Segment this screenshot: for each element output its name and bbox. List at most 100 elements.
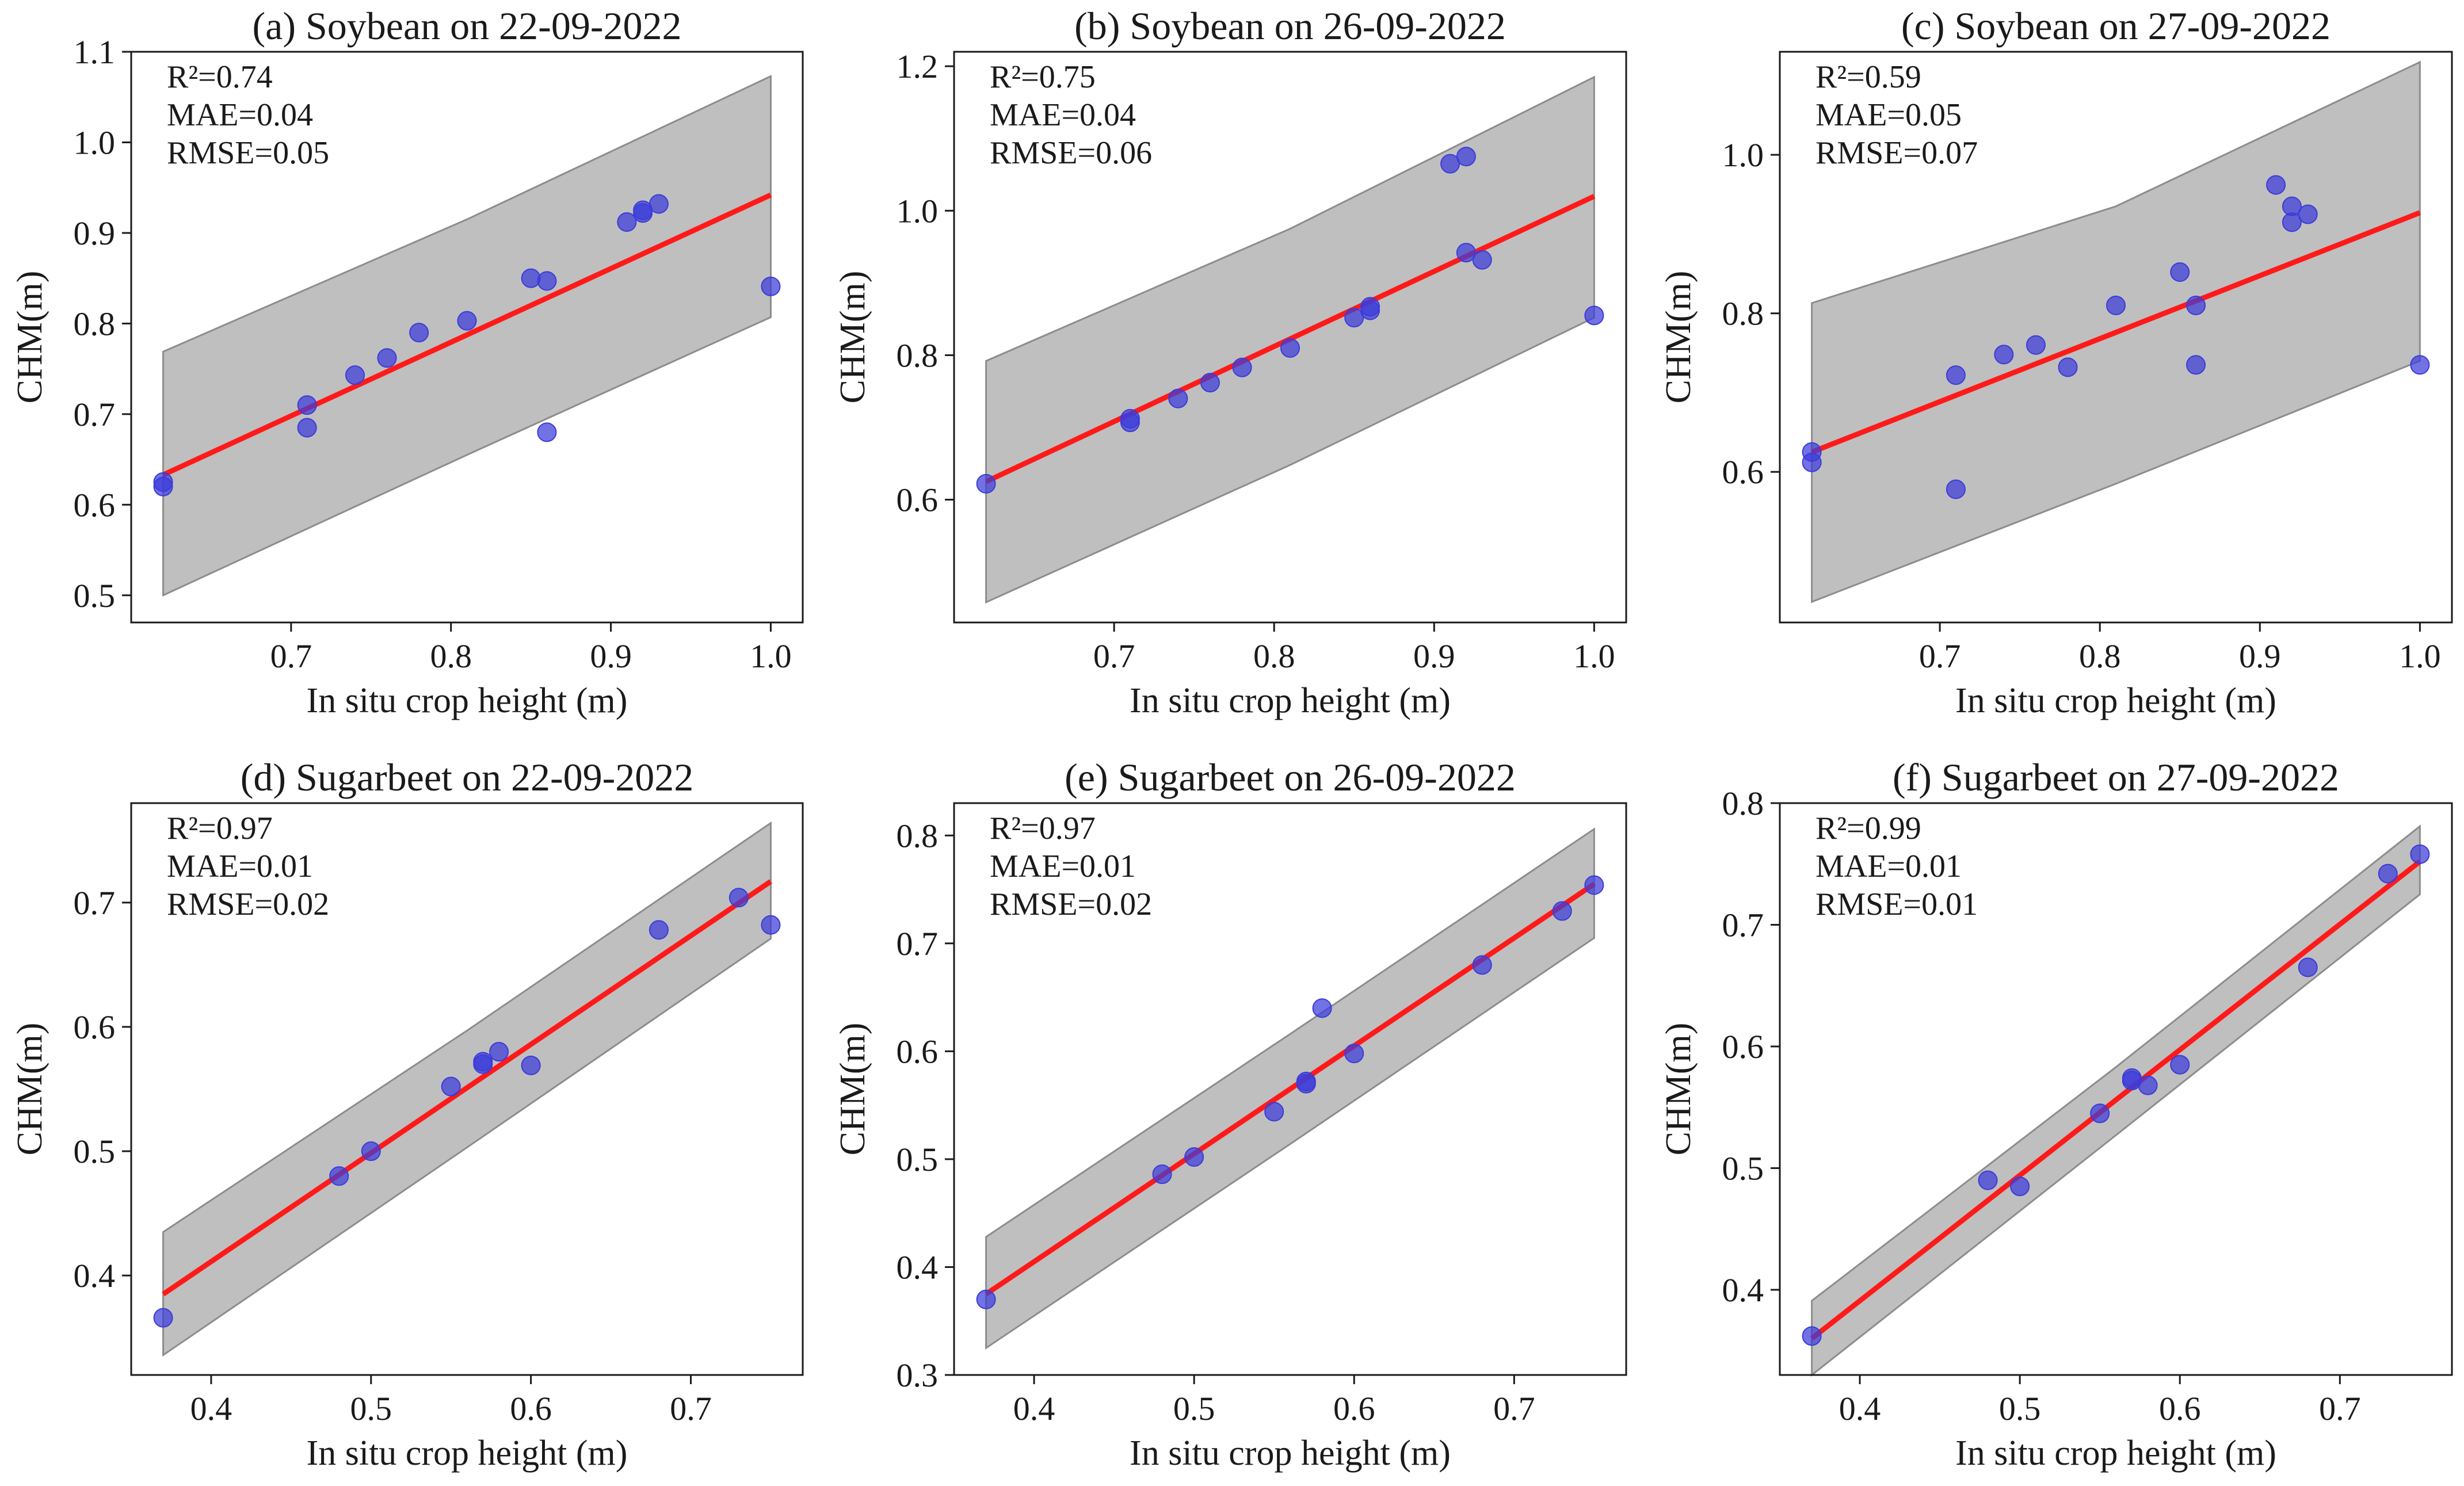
data-point: [1472, 250, 1492, 270]
x-tick-label: 0.7: [670, 1390, 712, 1427]
chart-title: (a) Soybean on 22-09-2022: [253, 4, 682, 48]
x-tick-label: 0.5: [1999, 1390, 2041, 1427]
data-point: [2298, 957, 2318, 977]
data-point: [1200, 373, 1220, 393]
chart-title: (b) Soybean on 26-09-2022: [1074, 4, 1506, 48]
data-point: [473, 1052, 493, 1072]
data-point: [2410, 844, 2430, 864]
data-point: [1312, 998, 1332, 1018]
data-point: [1344, 308, 1364, 328]
y-tick-label: 0.8: [1722, 785, 1764, 822]
data-point: [2106, 295, 2126, 315]
subplot-a: 0.7 0.8 0.9 1.0 0.5 0.6 0.7 0.8 0.9 1.0 1.1 (a) Soy…: [10, 4, 804, 720]
x-axis-label: In situ crop height (m): [307, 681, 628, 720]
y-tick-label: 0.4: [897, 1248, 939, 1286]
data-point: [489, 1042, 509, 1062]
axes-frame: [953, 802, 1627, 1376]
x-tick-label: 1.0: [1573, 637, 1615, 675]
data-point: [2122, 1068, 2142, 1088]
x-tick-label: 0.4: [1013, 1390, 1055, 1427]
data-point: [409, 323, 429, 343]
data-point: [2266, 175, 2286, 195]
x-axis-label: In situ crop height (m): [1130, 1434, 1451, 1473]
data-point: [2010, 1176, 2030, 1197]
x-tick-label: 0.8: [430, 637, 472, 675]
regression-line: [1810, 859, 2422, 1341]
y-tick-label: 0.8: [897, 337, 939, 374]
y-tick-label: 1.0: [74, 124, 116, 161]
x-tick-label: 0.9: [2239, 637, 2281, 675]
x-axis-label: In situ crop height (m): [1130, 681, 1451, 720]
data-point: [2378, 864, 2398, 884]
data-point: [441, 1076, 461, 1097]
r2-annotation: R²=0.99: [1815, 811, 1921, 846]
data-point: [297, 395, 317, 415]
data-point: [2026, 335, 2046, 355]
y-tick-label: 1.0: [1722, 136, 1764, 174]
y-tick-label: 0.8: [897, 817, 939, 854]
y-tick-label: 0.6: [1722, 453, 1764, 491]
data-point: [361, 1141, 381, 1162]
data-point: [1344, 1044, 1364, 1064]
y-tick-label: 1.0: [897, 192, 939, 230]
subplot-f: 0.4 0.5 0.6 0.7 0.4 0.5 0.6 0.7 0.8 (f) Sugarbeet…: [1659, 755, 2453, 1473]
y-tick-label: 0.5: [897, 1141, 939, 1178]
data-point: [297, 418, 317, 438]
x-axis-label: In situ crop height (m): [307, 1434, 628, 1473]
rmse-annotation: RMSE=0.06: [990, 135, 1152, 171]
x-tick-label: 0.8: [1253, 637, 1295, 675]
data-point: [1360, 297, 1380, 317]
data-point: [1994, 345, 2014, 365]
data-point: [329, 1166, 349, 1186]
x-tick-label: 0.5: [350, 1390, 392, 1427]
data-point: [345, 365, 365, 385]
mae-annotation: MAE=0.01: [1815, 849, 1962, 884]
y-tick-label: 0.5: [74, 577, 116, 614]
y-tick-label: 0.9: [74, 215, 116, 252]
data-point: [2058, 357, 2078, 377]
x-tick-label: 0.9: [590, 637, 632, 675]
x-tick-label: 0.6: [1333, 1390, 1375, 1427]
x-tick-label: 0.7: [2319, 1390, 2361, 1427]
data-point: [2298, 204, 2318, 224]
data-point: [537, 422, 557, 442]
r2-annotation: R²=0.97: [167, 811, 273, 846]
x-tick-label: 0.8: [2079, 637, 2121, 675]
data-point: [2186, 295, 2206, 315]
data-point: [617, 212, 637, 232]
x-tick-label: 1.0: [2399, 637, 2441, 675]
data-point: [1584, 305, 1604, 326]
data-point: [1946, 479, 1966, 499]
y-tick-label: 0.8: [1722, 295, 1764, 333]
y-tick-label: 0.3: [897, 1357, 939, 1394]
regression-line: [1810, 210, 2421, 454]
r2-annotation: R²=0.59: [1815, 59, 1921, 95]
y-tick-label: 0.6: [1722, 1028, 1764, 1065]
y-tick-label: 0.4: [1722, 1271, 1764, 1309]
data-point: [1552, 901, 1572, 921]
data-point: [761, 915, 781, 935]
data-point: [2186, 355, 2206, 375]
data-point: [1978, 1170, 1998, 1190]
axes-frame: [1779, 802, 2453, 1376]
axes-frame: [1779, 51, 2453, 624]
x-tick-label: 1.0: [750, 637, 792, 675]
y-tick-label: 0.4: [74, 1257, 116, 1294]
data-point: [2410, 355, 2430, 375]
data-point: [1264, 1102, 1284, 1122]
rmse-annotation: RMSE=0.02: [167, 887, 329, 922]
axes-frame: [130, 802, 804, 1376]
data-point: [1802, 452, 1822, 472]
x-tick-label: 0.4: [1839, 1390, 1881, 1427]
subplot-c: 0.7 0.8 0.9 1.0 0.6 0.8 1.0 (c) Soybean on 27-0…: [1659, 4, 2453, 720]
data-point: [1120, 408, 1140, 429]
x-axis-label: In situ crop height (m): [1955, 681, 2276, 720]
data-point: [761, 276, 781, 296]
data-point: [1152, 1164, 1172, 1185]
y-axis-label: CHM(m): [1659, 1023, 1698, 1156]
data-point: [457, 311, 477, 331]
r2-annotation: R²=0.75: [990, 59, 1096, 95]
r2-annotation: R²=0.97: [990, 811, 1096, 846]
data-point: [1472, 955, 1492, 975]
